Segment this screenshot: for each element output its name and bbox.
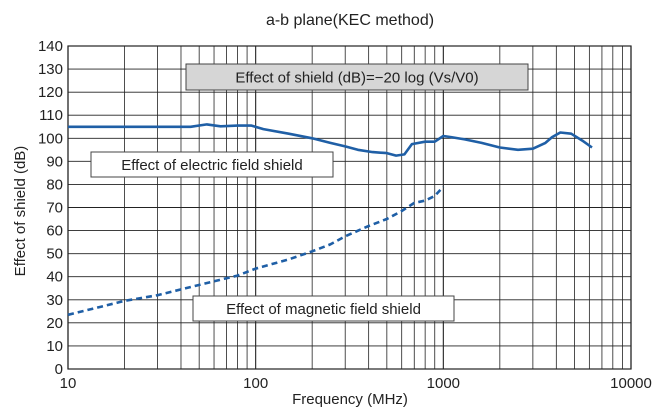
plot-frame: [67, 45, 632, 370]
x-tick-label: 1000: [427, 375, 460, 392]
x-tick-label: 10000: [610, 375, 652, 392]
formula-annotation-box: [185, 63, 529, 91]
y-tick-label: 130: [38, 61, 63, 78]
y-tick-label: 70: [46, 200, 63, 217]
y-tick-label: 110: [39, 107, 63, 124]
y-axis-label: Effect of shield (dB): [12, 146, 29, 277]
y-tick-label: 100: [38, 130, 63, 147]
electric-shield-annotation: Effect of electric field shield: [90, 151, 334, 178]
y-tick-label: 140: [38, 38, 63, 55]
y-tick-label: 40: [46, 269, 63, 286]
electric-shield-line: [68, 123, 593, 157]
formula-annotation: Effect of shield (dB)=−20 log (Vs/V0): [185, 63, 529, 91]
chart-title: a-b plane(KEC method): [266, 12, 434, 29]
magnetic-shield-annotation: Effect of magnetic field shield: [192, 295, 455, 322]
y-tick-label: 90: [46, 153, 63, 170]
electric-shield-annotation-box: [90, 151, 334, 178]
annotations: Effect of shield (dB)=−20 log (Vs/V0) Eff…: [90, 63, 529, 322]
magnetic-shield-annotation-text: Effect of magnetic field shield: [226, 301, 421, 318]
electric-shield-annotation-text: Effect of electric field shield: [121, 157, 302, 174]
y-tick-label: 0: [55, 361, 63, 378]
tick-labels: 10 100 1000 1000001020304050607080901001101…: [38, 38, 652, 392]
y-tick-label: 80: [46, 176, 63, 193]
y-tick-label: 30: [46, 292, 63, 309]
x-tick-label: 10: [60, 375, 77, 392]
y-tick-label: 50: [46, 246, 63, 263]
y-tick-label: 20: [46, 315, 63, 332]
x-tick-label: 100: [243, 375, 268, 392]
x-axis-label: Frequency (MHz): [292, 391, 408, 408]
magnetic-shield-annotation-box: [192, 295, 455, 322]
magnetic-shield-line: [67, 185, 445, 317]
y-tick-label: 60: [46, 223, 63, 240]
y-tick-label: 10: [46, 338, 63, 355]
series-layer: [67, 123, 593, 317]
y-tick-label: 120: [38, 84, 63, 101]
formula-annotation-text: Effect of shield (dB)=−20 log (Vs/V0): [235, 70, 478, 87]
